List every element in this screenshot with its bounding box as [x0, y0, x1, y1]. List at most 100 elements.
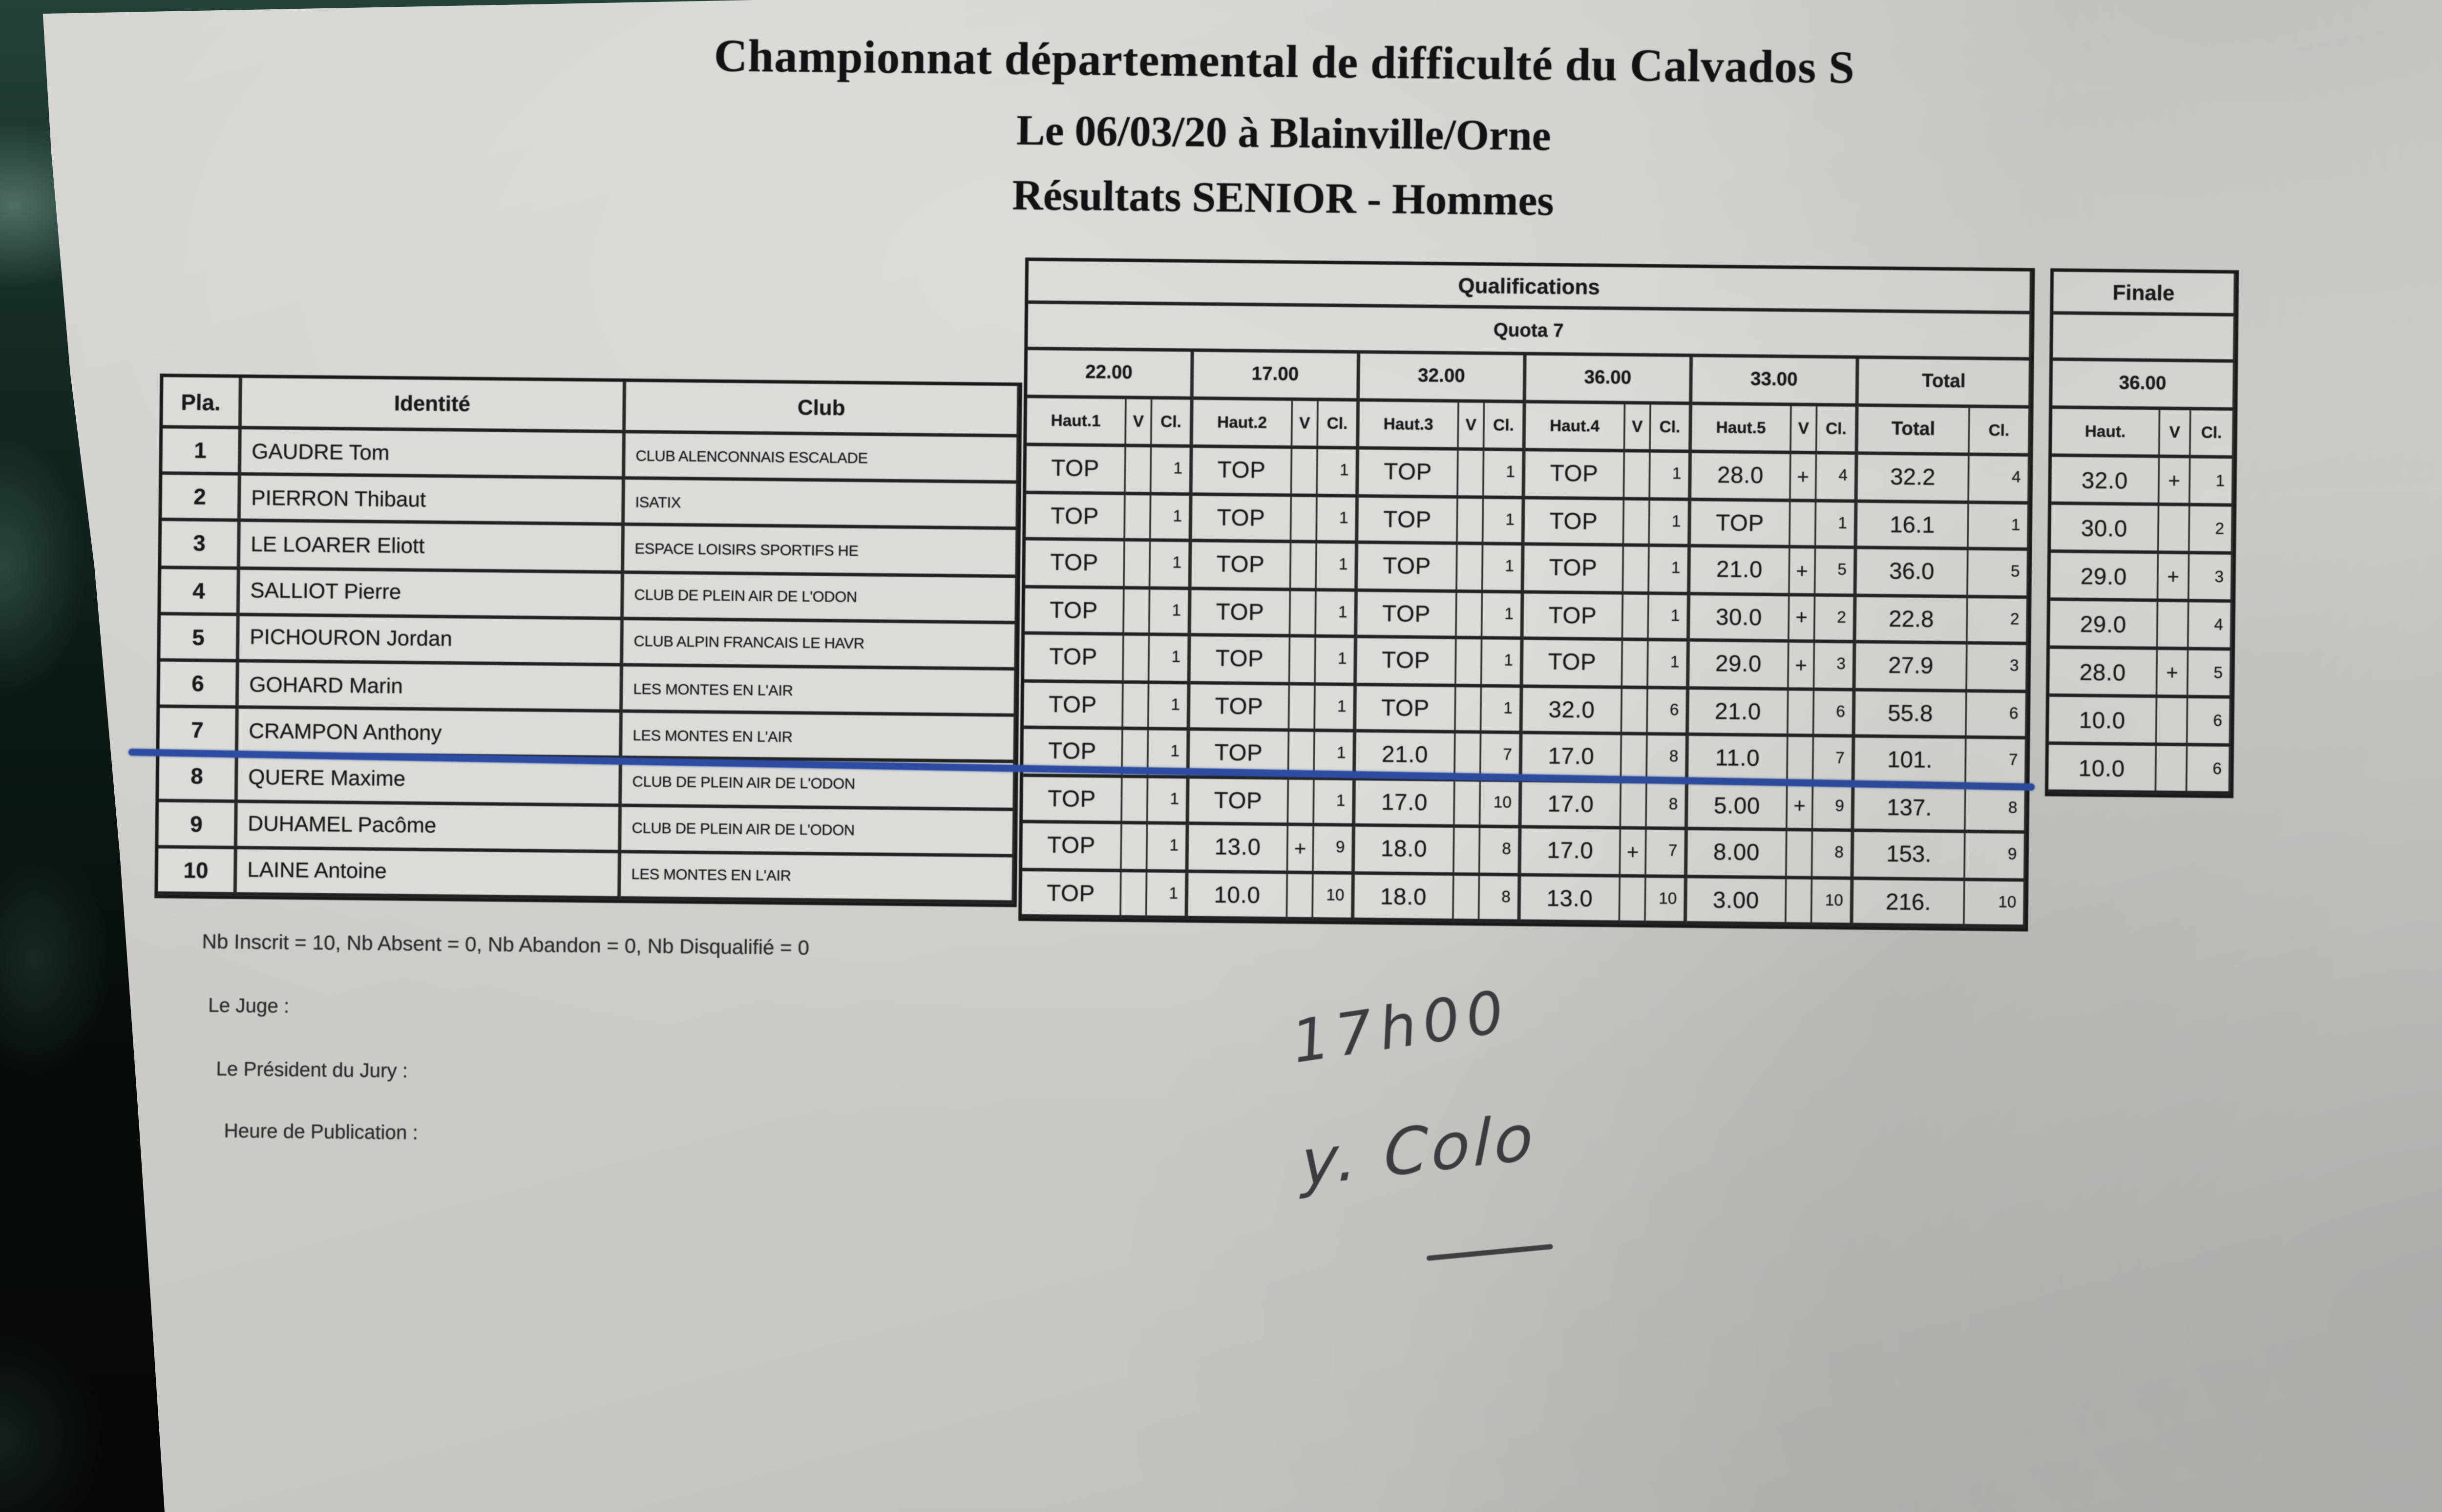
route-plus-value: +	[1790, 454, 1817, 502]
route-rank-value: 1	[1482, 592, 1524, 640]
qualifications-table: Qualifications Quota 7 22.00 17.00 32.00 36.0…	[1018, 257, 2035, 932]
judge-label: Le Juge :	[208, 996, 290, 1018]
route-rank-value: 1	[1481, 686, 1523, 735]
route-rank-value: 1	[1147, 824, 1189, 872]
route-height-value: TOP	[1356, 685, 1456, 734]
route-plus-value	[1457, 545, 1484, 592]
route-rank-value: 1	[1483, 498, 1525, 546]
haut-column-label: Haut.2	[1193, 399, 1293, 449]
jury-president-label: Le Président du Jury :	[216, 1060, 408, 1083]
route-plus-value: +	[1789, 595, 1816, 643]
route-height-value: 28.0	[1691, 453, 1791, 502]
total-rank-value: 3	[1967, 644, 2028, 693]
finale-rank-value: 6	[2188, 698, 2231, 747]
route-height-value: TOP	[1192, 448, 1293, 496]
route-rank-value: 1	[1816, 501, 1858, 549]
route-height-value: 18.0	[1355, 826, 1455, 875]
route-rank-value: 1	[1317, 496, 1359, 544]
route-rank-value: 1	[1151, 447, 1193, 495]
route-plus-value	[1457, 498, 1484, 546]
route-rank-value: 1	[1148, 777, 1190, 825]
route-rank-value: 1	[1149, 683, 1191, 731]
finale-rank-value: 2	[2189, 506, 2233, 555]
handwritten-publication-time: 17h00	[1287, 978, 1515, 1078]
route-height-value: TOP	[1191, 589, 1291, 638]
finale-v-label: V	[2160, 410, 2191, 459]
document-title: Championnat départemental de difficulté …	[714, 29, 1855, 93]
total-rank-value: 2	[1967, 597, 2028, 646]
route-rank-value: 8	[1479, 875, 1521, 923]
route-plus-value	[1622, 641, 1649, 689]
route-plus-value	[1454, 827, 1481, 876]
total-score-value: 216.	[1853, 879, 1965, 927]
results-table: Pla. Identité Club 1 GAUDRE Tom CLUB ALENC…	[154, 373, 1022, 907]
route-plus-value	[1621, 735, 1648, 783]
finale-height-value: 29.0	[2050, 553, 2159, 602]
route-rank-value: 1	[1484, 451, 1526, 499]
total-sub-label: Total	[1858, 407, 1970, 456]
total-column-header: Total	[1858, 358, 2031, 409]
route-height-value: 13.0	[1188, 825, 1289, 873]
route-rank-value: 10	[1313, 873, 1355, 921]
route-plus-value	[1787, 831, 1813, 879]
finale-rank-value: 5	[2188, 650, 2232, 699]
signature-underline	[1426, 1244, 1554, 1261]
club-cell: LES MONTES EN L'AIR	[623, 666, 1016, 717]
route-rank-value: 1	[1314, 779, 1356, 827]
club-cell: CLUB ALPIN FRANCAIS LE HAVR	[623, 620, 1016, 671]
cl-column-label: Cl.	[1318, 401, 1360, 450]
identity-cell: PICHOURON Jordan	[239, 615, 624, 667]
finale-height-value: 29.0	[2050, 601, 2159, 650]
route-plus-value	[1624, 499, 1650, 547]
route-plus-value	[1124, 541, 1151, 589]
route-plus-value	[1622, 688, 1648, 735]
club-cell: CLUB DE PLEIN AIR DE L'ODON	[624, 573, 1017, 624]
route-height-header: 36.00	[1526, 355, 1693, 405]
finale-plus-value	[2158, 602, 2189, 651]
route-height-value: 17.0	[1355, 779, 1455, 828]
haut-column-label: Haut.4	[1525, 403, 1626, 453]
route-rank-value: 4	[1816, 454, 1858, 502]
finale-rank-value: 6	[2187, 746, 2231, 795]
route-height-value: TOP	[1524, 498, 1625, 547]
cl-column-label: Cl.	[1650, 404, 1693, 453]
identity-cell: LE LOARER Eliott	[240, 522, 625, 573]
place-cell: 6	[160, 661, 239, 709]
route-height-value: TOP	[1192, 495, 1292, 544]
route-height-value: TOP	[1024, 682, 1124, 730]
route-rank-value: 10	[1645, 877, 1687, 924]
cl-column-label: Cl.	[1152, 399, 1194, 448]
finale-plus-value	[2156, 746, 2188, 795]
total-score-value: 32.2	[1857, 455, 1970, 504]
route-rank-value: 1	[1316, 543, 1359, 591]
route-height-value: 13.0	[1520, 875, 1621, 924]
route-plus-value	[1620, 877, 1646, 924]
route-height-value: TOP	[1022, 823, 1122, 872]
route-height-value: TOP	[1025, 540, 1125, 589]
route-plus-value	[1453, 875, 1480, 923]
total-rank-value: 6	[1966, 692, 2027, 740]
route-plus-value	[1786, 878, 1813, 926]
club-cell: LES MONTES EN L'AIR	[621, 853, 1014, 904]
route-rank-value: 1	[1483, 545, 1525, 593]
route-plus-value	[1788, 737, 1814, 785]
total-rank-value: 1	[1968, 503, 2029, 551]
finale-haut-label: Haut.	[2052, 409, 2161, 458]
finale-rank-value: 4	[2189, 602, 2232, 651]
route-plus-value	[1458, 450, 1485, 498]
route-plus-value	[1125, 447, 1152, 495]
route-height-value: TOP	[1025, 588, 1125, 636]
route-height-header: 17.00	[1193, 352, 1361, 402]
v-column-label: V	[1791, 406, 1818, 455]
route-rank-value: 1	[1316, 590, 1358, 638]
route-height-header: 22.00	[1027, 350, 1194, 400]
route-plus-value	[1121, 824, 1148, 872]
route-rank-value: 8	[1480, 828, 1522, 876]
document-date-location: Le 06/03/20 à Blainville/Orne	[1016, 108, 1552, 160]
place-cell: 1	[162, 428, 242, 476]
route-rank-value: 8	[1646, 782, 1688, 830]
route-plus-value: +	[1789, 548, 1816, 596]
route-height-value: TOP	[1358, 544, 1458, 592]
route-height-value: 17.0	[1521, 781, 1622, 830]
